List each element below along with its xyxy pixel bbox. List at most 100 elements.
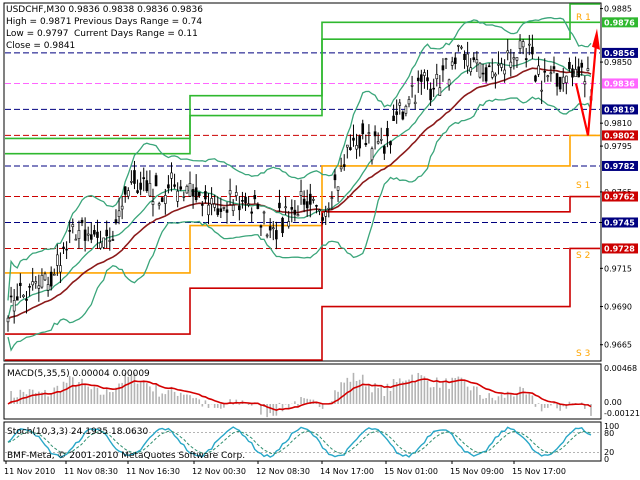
candle-body xyxy=(164,195,167,204)
candle-body xyxy=(194,187,198,201)
candle-body xyxy=(231,205,235,212)
candle-body xyxy=(506,50,510,54)
bollinger-middle xyxy=(7,58,592,319)
candle-body xyxy=(315,205,318,207)
candle-body xyxy=(481,72,485,75)
price-tick-label: 0.9795 xyxy=(604,142,632,151)
candle-body xyxy=(546,75,550,78)
candle-body xyxy=(339,166,343,170)
stoch-signal-line xyxy=(7,430,592,455)
candle-body xyxy=(469,67,472,73)
pivot-s-line xyxy=(5,195,600,335)
candle-body xyxy=(185,185,189,194)
candle-body xyxy=(312,199,315,201)
candle-body xyxy=(114,219,118,224)
price-tick-label: 0.9715 xyxy=(604,264,632,273)
stoch-label: Stoch(10,3,3) 24.1935 18.0630 xyxy=(7,427,148,437)
candle-body xyxy=(207,204,210,216)
stoch-tick-20: 20 xyxy=(604,448,614,457)
candle-body xyxy=(561,76,565,84)
candle-body xyxy=(219,208,223,212)
candle-body xyxy=(250,211,253,214)
candle-body xyxy=(355,145,358,150)
time-tick-label: 14 Nov 17:00 xyxy=(320,467,374,476)
candle-body xyxy=(102,237,105,248)
price-tag-label: 0.9802 xyxy=(604,131,635,140)
candle-body xyxy=(188,183,192,197)
price-tag-label: 0.9745 xyxy=(604,218,635,227)
candle-body xyxy=(9,295,13,298)
candle-body xyxy=(484,67,488,82)
candle-body xyxy=(453,57,457,64)
candle-body xyxy=(321,217,324,221)
time-tick-label: 12 Nov 08:30 xyxy=(256,467,310,476)
candle-body xyxy=(228,190,232,195)
candle-body xyxy=(268,226,272,231)
candle-body xyxy=(265,234,269,237)
candle-body xyxy=(139,182,142,190)
candle-body xyxy=(416,77,420,82)
candle-body xyxy=(490,71,494,78)
candle-body xyxy=(472,57,476,60)
candle-body xyxy=(330,197,334,199)
candle-body xyxy=(327,207,331,210)
candle-body xyxy=(475,59,479,64)
candle-body xyxy=(46,284,50,291)
price-tag xyxy=(602,217,638,228)
candle-body xyxy=(528,43,531,46)
candle-body xyxy=(447,79,451,86)
close-value: Close = 0.9841 xyxy=(6,41,75,51)
candle-body xyxy=(407,99,411,105)
macd-panel xyxy=(3,363,602,420)
candle-body xyxy=(521,41,525,48)
candle-body xyxy=(262,211,266,214)
candle-body xyxy=(120,205,124,210)
time-tick-label: 15 Nov 09:00 xyxy=(450,467,504,476)
candle-body xyxy=(244,196,247,204)
price-tag xyxy=(602,191,638,202)
candle-body xyxy=(275,230,278,240)
price-tick-label: 0.9690 xyxy=(604,303,632,312)
candle-body xyxy=(77,230,81,239)
price-tag-label: 0.9836 xyxy=(604,79,635,88)
candle-body xyxy=(271,227,275,230)
candle-body xyxy=(37,285,41,289)
bollinger-lower xyxy=(7,96,592,352)
time-tick-label: 11 Nov 16:30 xyxy=(126,467,180,476)
forecast-arrow-icon xyxy=(592,28,600,50)
pivot-p-line xyxy=(5,134,600,274)
candle-body xyxy=(148,183,152,197)
price-tag-label: 0.9728 xyxy=(604,244,635,253)
candle-body xyxy=(413,101,417,104)
candle-body xyxy=(99,242,102,249)
candle-body xyxy=(108,240,112,242)
candle-body xyxy=(191,189,195,197)
candle-body xyxy=(167,184,170,189)
candle-body xyxy=(305,201,309,209)
candle-body xyxy=(383,146,386,154)
price-tag-label: 0.9876 xyxy=(604,18,635,27)
candle-body xyxy=(142,177,146,180)
price-tag xyxy=(602,130,638,141)
candle-body xyxy=(426,77,429,82)
candle-body xyxy=(210,198,213,205)
low-value: Low = 0.9797 xyxy=(6,29,68,39)
candle-body xyxy=(466,53,469,67)
candle-body xyxy=(56,254,59,266)
price-tick-label: 0.9850 xyxy=(604,58,632,67)
candle-body xyxy=(555,73,559,87)
candle-body xyxy=(62,246,65,249)
candle-body xyxy=(213,203,216,208)
forecast-line xyxy=(574,43,598,136)
candle-body xyxy=(86,233,90,236)
candle-body xyxy=(40,274,44,288)
candle-body xyxy=(136,190,139,193)
candle-body xyxy=(287,221,291,227)
candle-body xyxy=(151,201,155,205)
candle-body xyxy=(410,84,414,87)
candle-body xyxy=(176,190,179,202)
candle-body xyxy=(497,63,500,66)
stoch-main-line xyxy=(7,426,592,459)
main-plot xyxy=(5,3,600,361)
